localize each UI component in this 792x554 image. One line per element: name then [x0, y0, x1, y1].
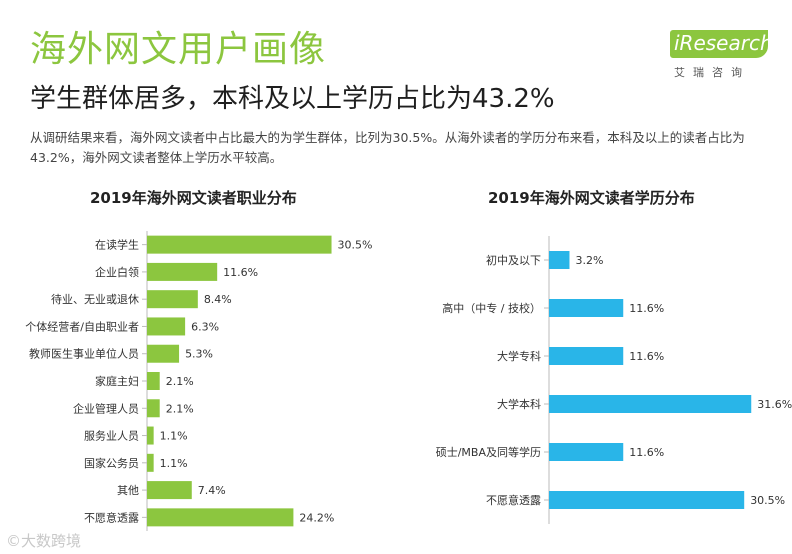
data-label: 2.1%: [166, 375, 194, 388]
category-label: 教师医生事业单位人员: [29, 347, 139, 361]
bar: [147, 453, 154, 472]
category-label: 大学本科: [497, 397, 541, 411]
data-label: 11.6%: [223, 266, 258, 279]
category-label: 其他: [117, 484, 139, 497]
data-label: 24.2%: [299, 511, 334, 524]
logo-text: iResearch: [674, 31, 773, 55]
bar: [147, 290, 198, 309]
bar: [147, 235, 332, 254]
category-label: 在读学生: [95, 238, 139, 252]
bar: [549, 347, 624, 365]
data-label: 1.1%: [160, 457, 188, 470]
data-label: 3.2%: [575, 254, 603, 267]
bar: [147, 344, 180, 363]
bar: [147, 481, 192, 500]
data-label: 8.4%: [204, 293, 232, 306]
logo-badge: [670, 30, 768, 58]
category-label: 企业白领: [95, 265, 139, 279]
bar: [549, 251, 570, 269]
page-description: 从调研结果来看，海外网文读者中占比最大的为学生群体，比列为30.5%。从海外读者…: [30, 130, 745, 165]
bar: [147, 372, 160, 390]
data-label: 30.5%: [338, 239, 373, 252]
data-label: 11.6%: [629, 302, 664, 315]
iresearch-logo: iResearch 艾瑞咨询: [664, 28, 776, 84]
bar: [147, 399, 160, 418]
occupation-chart-title: 2019年海外网文读者职业分布: [90, 189, 297, 207]
bar: [549, 299, 624, 317]
category-label: 高中（中专 / 技校）: [442, 301, 541, 315]
bar: [549, 395, 752, 413]
category-label: 硕士/MBA及同等学历: [436, 445, 541, 459]
data-label: 1.1%: [160, 430, 188, 443]
category-label: 待业、无业或退休: [51, 292, 139, 306]
data-label: 7.4%: [198, 484, 226, 497]
bar: [549, 443, 624, 461]
page-title: 海外网文用户画像: [30, 29, 327, 70]
data-label: 6.3%: [191, 320, 219, 333]
category-label: 企业管理人员: [73, 401, 139, 415]
bar: [147, 508, 294, 527]
category-label: 不愿意透露: [486, 493, 541, 507]
bar: [147, 262, 218, 281]
category-label: 不愿意透露: [84, 510, 139, 524]
data-label: 2.1%: [166, 402, 194, 415]
data-label: 31.6%: [757, 398, 792, 411]
bar: [147, 317, 186, 336]
data-label: 11.6%: [629, 446, 664, 459]
data-label: 11.6%: [629, 350, 664, 363]
logo-subtext: 艾瑞咨询: [674, 66, 750, 79]
page-subtitle: 学生群体居多，本科及以上学历占比为43.2%: [30, 84, 555, 114]
bar: [147, 426, 154, 445]
category-label: 国家公务员: [84, 456, 139, 470]
category-label: 初中及以下: [486, 253, 541, 267]
watermark: ©大数跨境: [6, 532, 82, 550]
category-label: 家庭主妇: [95, 374, 139, 388]
category-label: 大学专科: [497, 349, 541, 363]
bar: [549, 491, 745, 509]
data-label: 5.3%: [185, 348, 213, 361]
education-chart-title: 2019年海外网文读者学历分布: [488, 189, 695, 207]
category-label: 服务业人员: [84, 430, 139, 443]
category-label: 个体经营者/自由职业者: [25, 319, 139, 333]
data-label: 30.5%: [750, 494, 785, 507]
